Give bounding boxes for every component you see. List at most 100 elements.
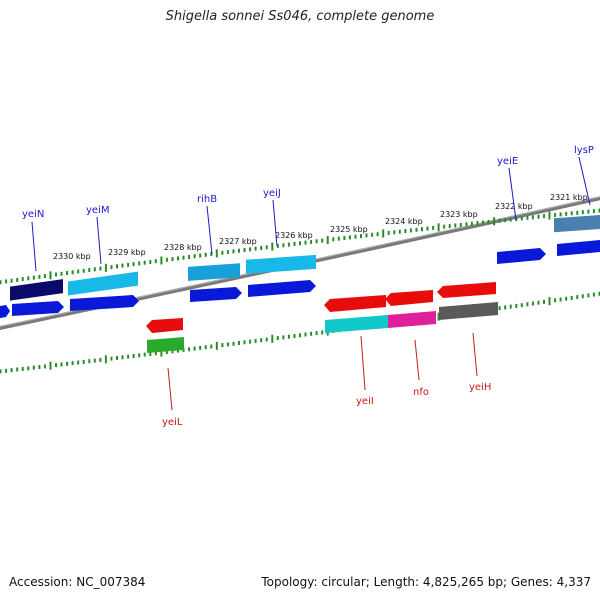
minor-tick: [132, 262, 135, 267]
gene-label-yeiL[interactable]: yeiL: [162, 417, 183, 428]
gene-block[interactable]: [68, 271, 138, 296]
gene-block[interactable]: [147, 337, 184, 353]
minor-tick: [321, 330, 324, 335]
minor-tick: [16, 277, 19, 282]
gene-label-nfo[interactable]: nfo: [413, 387, 429, 398]
minor-tick: [432, 225, 435, 230]
minor-tick: [149, 260, 152, 264]
gene-arrow[interactable]: [146, 318, 183, 333]
minor-tick: [299, 333, 301, 338]
major-tick: [493, 217, 496, 226]
gene-block[interactable]: [554, 215, 600, 233]
gene-arrow[interactable]: [385, 290, 433, 306]
major-tick: [437, 223, 440, 232]
minor-tick: [43, 274, 46, 279]
gene-label-yeiH[interactable]: yeiH: [469, 382, 491, 393]
minor-tick: [165, 350, 168, 354]
gene-label-yeiJ[interactable]: yeiJ: [263, 188, 281, 199]
gene-arrow[interactable]: [12, 301, 64, 316]
gene-arrow[interactable]: [0, 305, 10, 318]
minor-tick: [177, 256, 179, 261]
minor-tick: [232, 341, 235, 346]
reverse-gene-labels: yeiL yeiI nfo yeiH: [162, 332, 491, 428]
major-tick: [160, 256, 163, 265]
gene-label-rihB[interactable]: rihB: [197, 194, 217, 205]
gene-block[interactable]: [10, 279, 63, 301]
gene-block[interactable]: [325, 315, 388, 333]
gene-label-yeiN[interactable]: yeiN: [22, 209, 44, 220]
minor-tick: [193, 346, 196, 351]
minor-tick: [38, 274, 41, 279]
gene-label-yeiI[interactable]: yeiI: [356, 396, 374, 407]
minor-tick: [537, 300, 540, 305]
minor-tick: [470, 221, 473, 226]
minor-tick: [249, 339, 252, 344]
minor-tick: [132, 354, 135, 358]
gene-arrow[interactable]: [437, 282, 496, 298]
minor-tick: [143, 260, 146, 265]
gene-block[interactable]: [439, 302, 498, 320]
minor-tick: [226, 342, 229, 347]
minor-tick: [531, 301, 534, 306]
minor-tick: [515, 303, 518, 308]
minor-tick: [199, 253, 202, 258]
minor-tick: [154, 351, 157, 356]
minor-tick: [121, 263, 124, 268]
gene-arrow[interactable]: [190, 287, 242, 302]
upper-tick-track: [0, 208, 600, 285]
label-leader-line: [578, 156, 591, 206]
minor-tick: [570, 211, 573, 216]
minor-tick: [265, 337, 268, 342]
minor-tick: [592, 209, 595, 214]
minor-tick: [0, 369, 2, 374]
gene-label-lysP[interactable]: lysP: [574, 145, 594, 156]
minor-tick: [77, 360, 80, 365]
minor-tick: [282, 243, 285, 248]
minor-tick: [459, 222, 462, 227]
minor-tick: [60, 362, 63, 367]
minor-tick: [38, 365, 41, 369]
minor-tick: [260, 338, 263, 343]
ruler-label: 2327 kbp: [219, 237, 257, 246]
minor-tick: [182, 255, 185, 260]
gene-arrow[interactable]: [497, 248, 546, 264]
ruler-label: 2324 kbp: [385, 217, 423, 226]
minor-tick: [238, 248, 240, 253]
minor-tick: [121, 355, 124, 360]
minor-tick: [88, 359, 91, 364]
minor-tick: [10, 278, 13, 283]
minor-tick: [404, 229, 407, 233]
gene-label-yeiE[interactable]: yeiE: [497, 156, 518, 167]
minor-tick: [177, 348, 179, 353]
ruler-label: 2321 kbp: [550, 193, 588, 202]
gene-arrow[interactable]: [70, 295, 139, 311]
minor-tick: [21, 366, 24, 371]
minor-tick: [537, 214, 540, 219]
gene-block[interactable]: [246, 254, 316, 274]
gene-arrow[interactable]: [557, 240, 600, 256]
minor-tick: [149, 352, 152, 356]
minor-tick: [138, 353, 141, 358]
minor-tick: [321, 238, 324, 243]
minor-tick: [354, 234, 357, 239]
minor-tick: [154, 259, 157, 264]
minor-tick: [482, 220, 484, 225]
label-leader-line: [96, 216, 102, 265]
label-leader-line: [272, 199, 278, 247]
minor-tick: [559, 297, 562, 302]
minor-tick: [581, 294, 584, 299]
gene-arrow[interactable]: [248, 280, 316, 297]
minor-tick: [554, 213, 557, 217]
minor-tick: [27, 366, 30, 371]
minor-tick: [66, 271, 69, 275]
minor-tick: [360, 234, 362, 239]
minor-tick: [498, 306, 501, 311]
gene-arrow[interactable]: [324, 295, 386, 312]
gene-block[interactable]: [188, 263, 240, 281]
minor-tick: [165, 257, 168, 262]
minor-tick: [254, 246, 257, 251]
gene-block[interactable]: [388, 311, 436, 328]
minor-tick: [332, 237, 335, 242]
gene-label-yeiM[interactable]: yeiM: [86, 205, 109, 216]
